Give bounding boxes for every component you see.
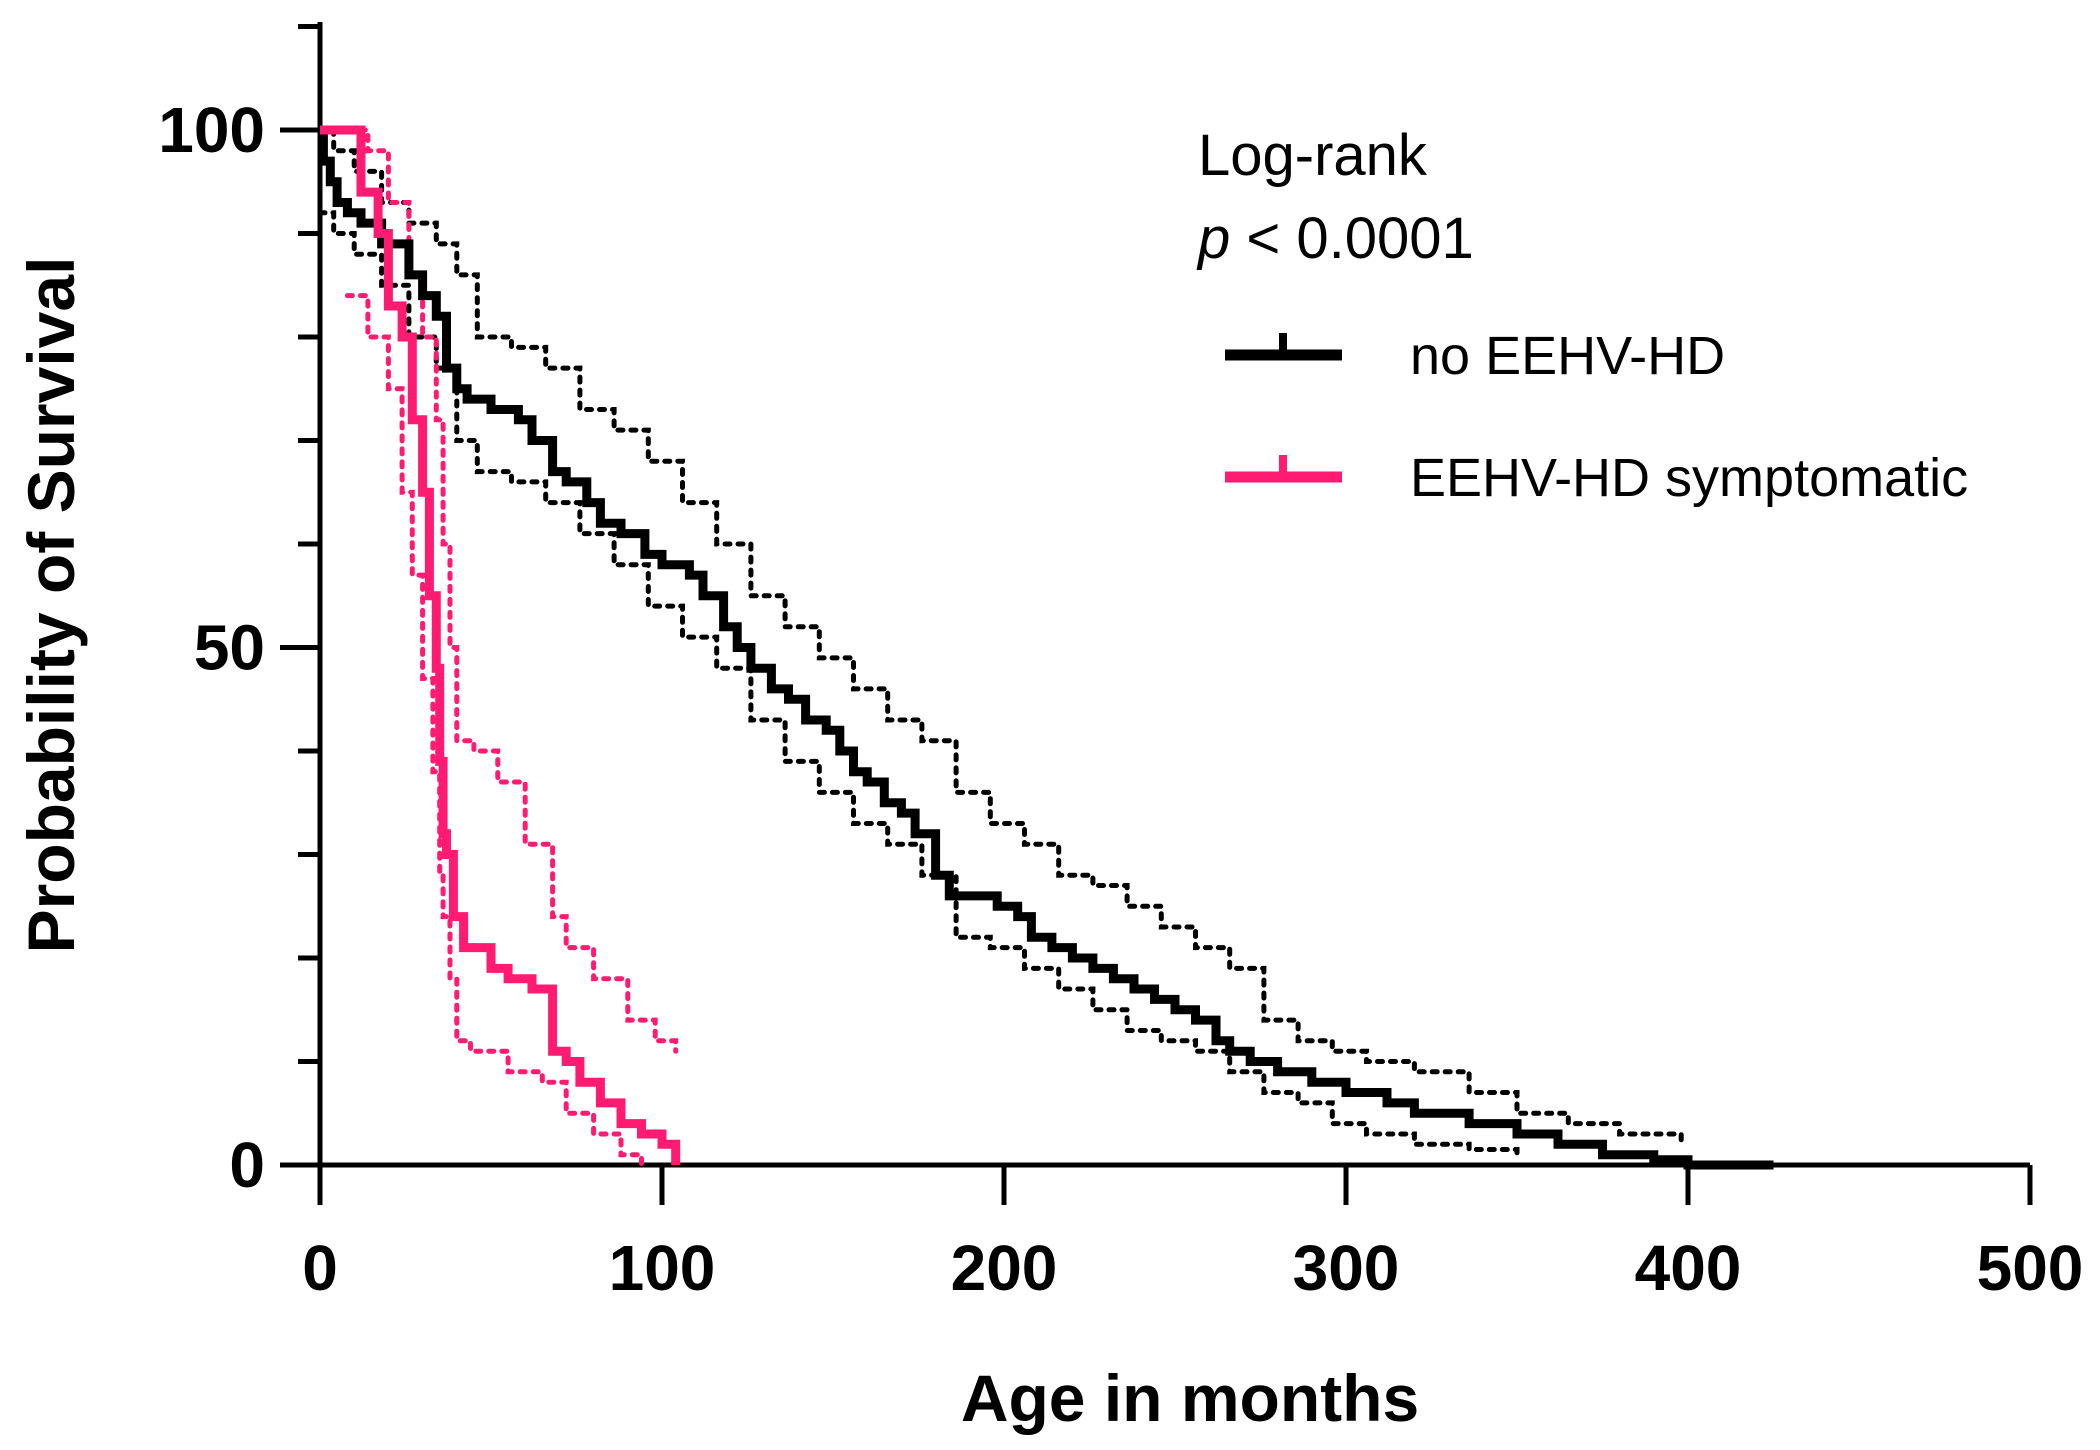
x-tick-label: 100 bbox=[609, 1232, 716, 1304]
annotation-p-value-symbol: p bbox=[1196, 206, 1230, 271]
y-tick-label: 100 bbox=[158, 94, 265, 166]
ci-lower-no-eehv-hd bbox=[317, 210, 1520, 1158]
y-tick-label: 50 bbox=[194, 612, 265, 684]
x-axis-title: Age in months bbox=[961, 1361, 1419, 1435]
x-tick-label: 400 bbox=[1635, 1232, 1742, 1304]
series-line-no-eehv-hd bbox=[318, 125, 1774, 1170]
x-tick-label: 0 bbox=[302, 1232, 338, 1304]
legend-label-eehv-hd-symptomatic: EEHV-HD symptomatic bbox=[1410, 448, 1968, 508]
annotation: Log-rank p < 0.0001 bbox=[1196, 123, 1474, 271]
annotation-line1: Log-rank bbox=[1198, 123, 1428, 188]
legend-label-no-eehv-hd: no EEHV-HD bbox=[1410, 326, 1725, 386]
y-axis-title: Probability of Survival bbox=[14, 257, 88, 954]
ci-lower-eehv-hd-symptomatic bbox=[344, 293, 644, 1168]
ci-upper-eehv-hd-symptomatic bbox=[344, 127, 679, 1054]
x-tick-label: 500 bbox=[1977, 1232, 2084, 1304]
y-tick-label: 0 bbox=[229, 1129, 265, 1201]
ci-upper-no-eehv-hd bbox=[317, 127, 1684, 1147]
annotation-p-value: < 0.0001 bbox=[1230, 206, 1474, 271]
plot-area bbox=[317, 125, 1774, 1170]
x-tick-label: 300 bbox=[1293, 1232, 1400, 1304]
annotation-line2: p < 0.0001 bbox=[1196, 206, 1474, 271]
x-tick-label: 200 bbox=[951, 1232, 1058, 1304]
series-line-eehv-hd-symptomatic bbox=[320, 125, 681, 1165]
axes: 0 100 200 300 400 500 0 50 100 bbox=[158, 22, 2083, 1304]
legend: no EEHV-HD EEHV-HD symptomatic bbox=[1225, 326, 1968, 508]
